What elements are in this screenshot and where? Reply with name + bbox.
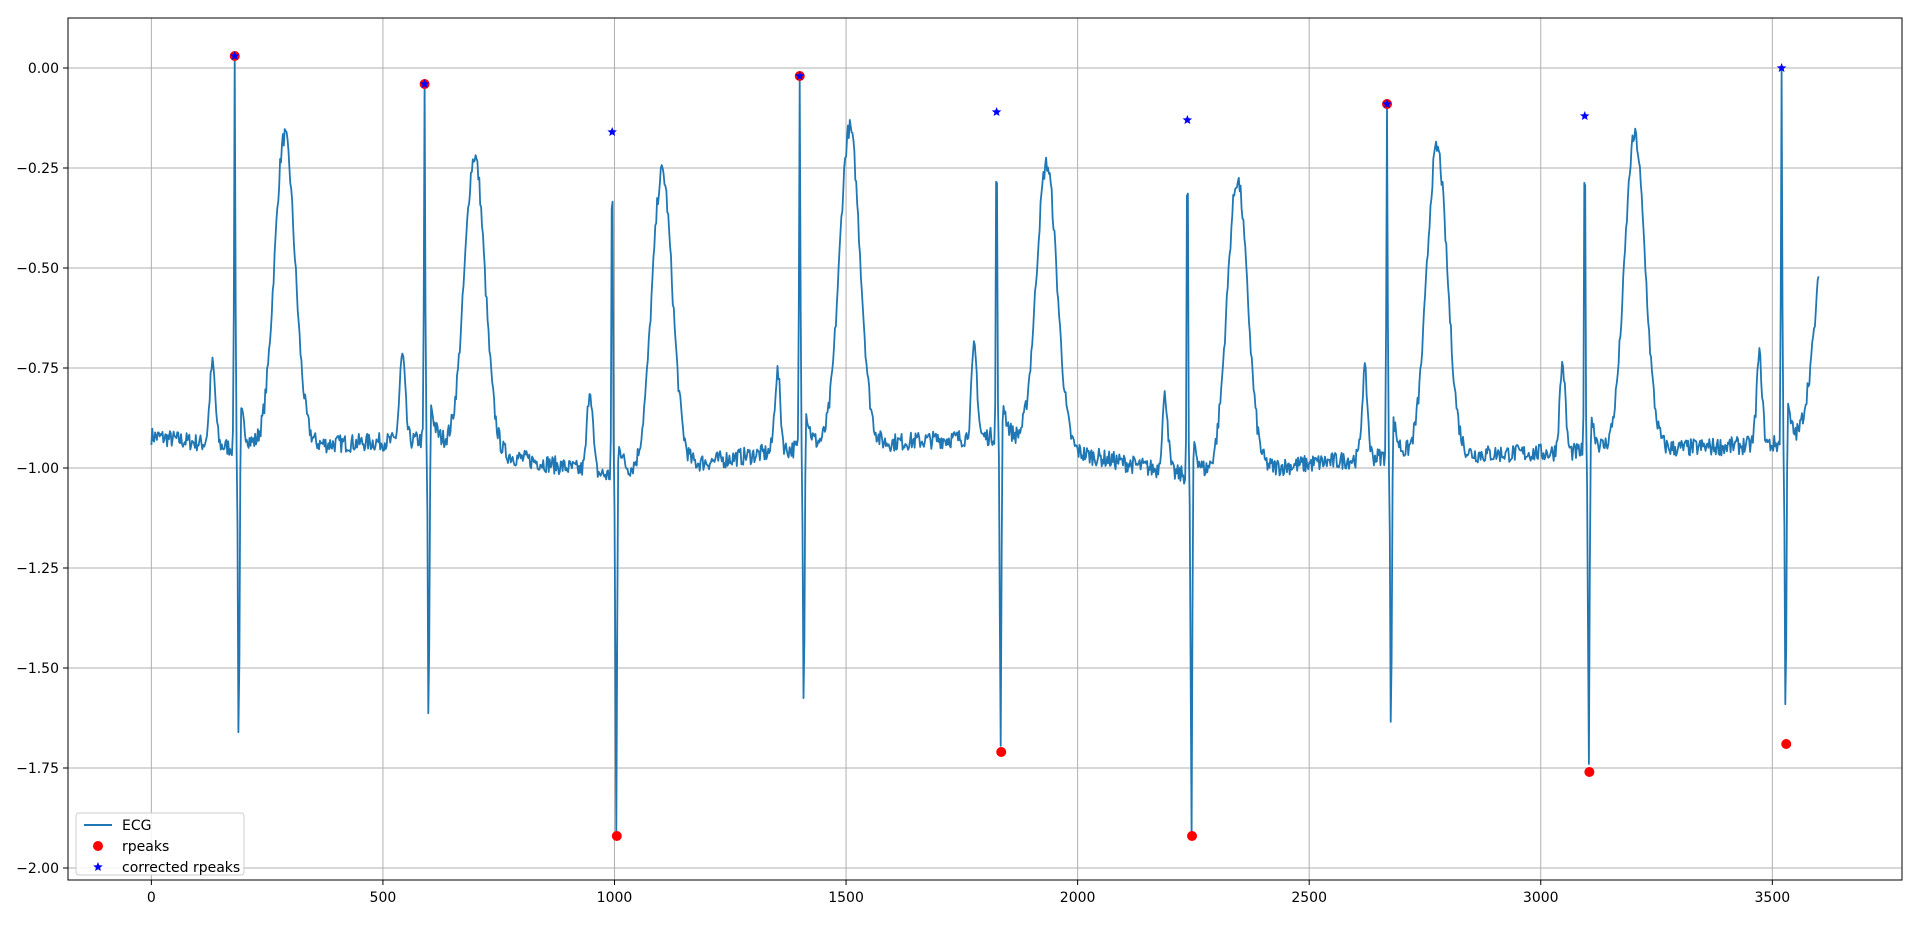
x-tick-label: 2000 bbox=[1060, 890, 1096, 906]
y-axis: 0.00 −0.25 −0.50 −0.75 −1.00 −1.25 −1.50 −1.75 −… bbox=[16, 61, 68, 877]
corrected-rpeaks-series bbox=[230, 51, 1787, 136]
legend-rpeaks-label: rpeaks bbox=[122, 839, 169, 855]
rpeak-marker bbox=[611, 831, 622, 841]
corrected-rpeak-marker bbox=[419, 79, 430, 88]
legend-rpeaks-swatch bbox=[93, 841, 103, 851]
legend-corrected-rpeaks-swatch bbox=[93, 862, 103, 871]
legend-corrected-rpeaks-label: corrected rpeaks bbox=[122, 860, 240, 876]
legend-box bbox=[75, 812, 245, 876]
y-tick-label: −0.75 bbox=[16, 361, 59, 377]
grid-lines bbox=[68, 18, 1902, 880]
rpeak-marker bbox=[1584, 767, 1595, 777]
y-tick-label: −2.00 bbox=[16, 861, 59, 877]
y-tick-label: −0.50 bbox=[16, 261, 59, 277]
corrected-rpeak-marker bbox=[795, 71, 805, 80]
y-tick-label: −1.50 bbox=[16, 661, 59, 677]
x-tick-label: 500 bbox=[370, 890, 397, 906]
corrected-rpeak-marker bbox=[1382, 99, 1392, 108]
x-tick-label: 3000 bbox=[1523, 890, 1559, 906]
ecg-line bbox=[150, 52, 1820, 837]
ecg-series bbox=[150, 52, 1820, 837]
x-tick-label: 1500 bbox=[828, 890, 864, 906]
corrected-rpeak-marker bbox=[991, 107, 1002, 116]
y-tick-label: −1.75 bbox=[16, 761, 59, 777]
x-tick-label: 0 bbox=[147, 890, 156, 906]
legend-ecg-label: ECG bbox=[122, 818, 151, 834]
corrected-rpeak-marker bbox=[230, 51, 240, 60]
legend: ECG rpeaks corrected rpeaks bbox=[75, 812, 245, 876]
y-tick-label: −1.00 bbox=[16, 461, 59, 477]
x-tick-label: 2500 bbox=[1291, 890, 1327, 906]
corrected-rpeak-marker bbox=[1580, 111, 1590, 120]
rpeak-marker bbox=[1781, 739, 1792, 749]
plot-frame bbox=[67, 17, 1903, 881]
rpeak-marker bbox=[1187, 831, 1198, 841]
x-tick-label: 3500 bbox=[1755, 890, 1791, 906]
y-tick-label: −1.25 bbox=[16, 561, 59, 577]
y-tick-label: −0.25 bbox=[16, 161, 59, 177]
y-tick-label: 0.00 bbox=[28, 61, 59, 77]
corrected-rpeak-marker bbox=[607, 127, 617, 136]
x-tick-label: 1000 bbox=[597, 890, 633, 906]
corrected-rpeak-marker bbox=[1182, 115, 1193, 124]
rpeak-marker bbox=[996, 747, 1007, 757]
x-axis: 0 500 1000 1500 2000 2500 3000 3500 bbox=[147, 880, 1790, 906]
corrected-rpeak-marker bbox=[1776, 63, 1787, 72]
